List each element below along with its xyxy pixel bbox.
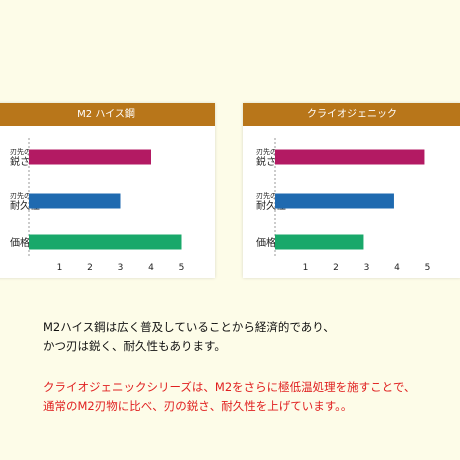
cryogenic-x-tick-label: 3 bbox=[364, 263, 370, 273]
m2-bar bbox=[29, 149, 151, 165]
cryogenic-bar bbox=[275, 149, 425, 165]
m2-chart-title: M2 ハイス鋼 bbox=[0, 103, 215, 126]
cryogenic-note-line-1: クライオジェニックシリーズは、M2をさらに極低温処理を施すことで、 bbox=[43, 380, 416, 394]
cryogenic-bar bbox=[275, 234, 364, 250]
m2-bar bbox=[29, 234, 182, 250]
cryogenic-x-tick-label: 2 bbox=[333, 263, 339, 273]
cryogenic-x-tick-label: 5 bbox=[425, 263, 431, 273]
description-line-1: M2ハイス鋼は広く普及していることから経済的であり、 bbox=[43, 320, 335, 334]
cryogenic-chart-title: クライオジェニック bbox=[243, 103, 460, 126]
cryogenic-bar bbox=[275, 193, 394, 209]
m2-chart-card: M2 ハイス鋼 刃先の 鋭さ 刃先の 耐久性 価格 1 2 3 4 5 bbox=[0, 103, 215, 278]
m2-x-tick-label: 3 bbox=[118, 263, 124, 273]
m2-x-tick-label: 1 bbox=[57, 263, 63, 273]
m2-x-tick-label: 5 bbox=[179, 263, 185, 273]
m2-category-label: 鋭さ bbox=[10, 155, 30, 168]
description-line-2: かつ刃は鋭く、耐久性もあります。 bbox=[43, 339, 226, 353]
m2-x-tick-label: 2 bbox=[87, 263, 93, 273]
cryogenic-category-label-small: 刃先の bbox=[256, 147, 277, 156]
cryogenic-x-tick-label: 4 bbox=[394, 263, 400, 273]
m2-x-tick-label: 4 bbox=[148, 263, 154, 273]
m2-category-label-small: 刃先の bbox=[10, 191, 31, 200]
cryogenic-category-label: 価格 bbox=[256, 236, 276, 249]
m2-bar bbox=[29, 193, 121, 209]
cryogenic-note-paragraph: クライオジェニックシリーズは、M2をさらに極低温処理を施すことで、 通常のM2刃… bbox=[43, 378, 415, 416]
m2-category-label-small: 刃先の bbox=[10, 147, 31, 156]
cryogenic-x-tick-label: 1 bbox=[303, 263, 309, 273]
description-paragraph: M2ハイス鋼は広く普及していることから経済的であり、 かつ刃は鋭く、耐久性もあり… bbox=[43, 318, 335, 356]
cryogenic-note-line-2: 通常のM2刃物に比べ、刃の鋭さ、耐久性を上げています。。 bbox=[43, 399, 353, 413]
cryogenic-category-label: 鋭さ bbox=[256, 155, 276, 168]
cryogenic-chart-card: クライオジェニック 刃先の 鋭さ 刃先の 耐久性 価格 1 2 3 4 5 bbox=[243, 103, 460, 278]
m2-category-label: 価格 bbox=[10, 236, 30, 249]
cryogenic-category-label-small: 刃先の bbox=[256, 191, 277, 200]
